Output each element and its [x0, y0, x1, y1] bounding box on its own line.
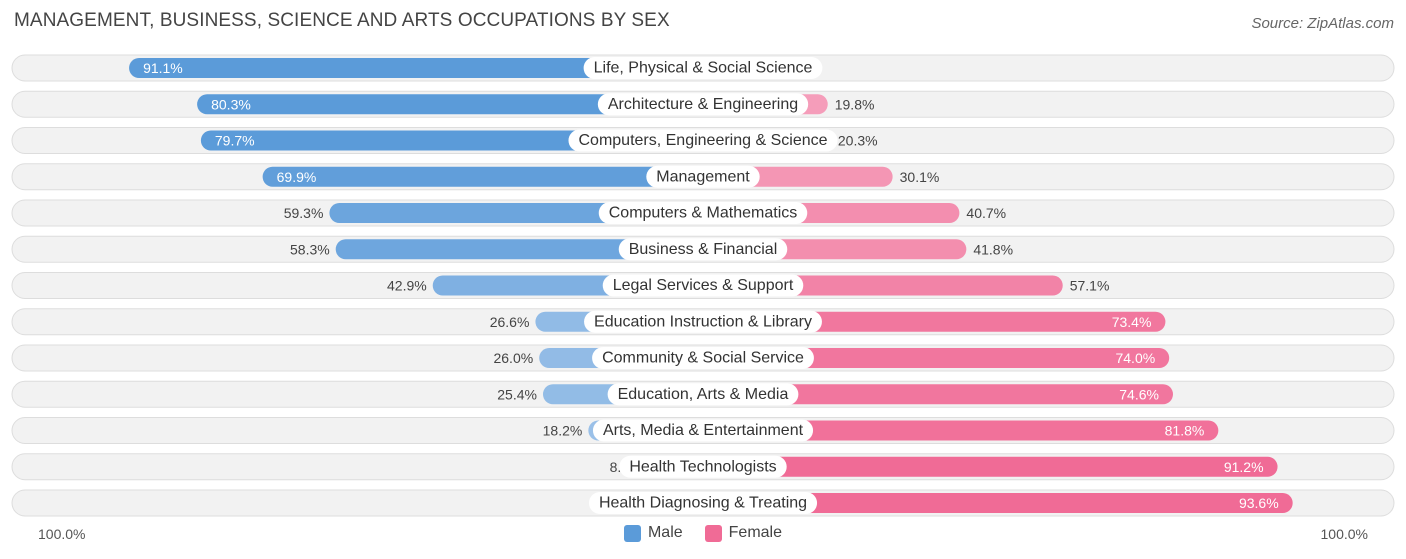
category-pill-health-diagnosing-treating — [588, 492, 818, 514]
legend-label-male: Male — [647, 524, 683, 541]
female-value-label-business-financial: 41.8% — [973, 241, 1013, 257]
female-bar-health-technologists — [703, 456, 1278, 477]
source-credit: Source: ZipAtlas.com — [1251, 15, 1394, 32]
female-bar-education-arts-media — [703, 384, 1173, 405]
category-label-business-financial: Business & Financial — [629, 241, 778, 258]
male-value-label-computers-engineering-science: 79.7% — [215, 133, 255, 149]
chart-title: MANAGEMENT, BUSINESS, SCIENCE AND ARTS O… — [14, 10, 670, 31]
category-label-arts-media-entertainment: Arts, Media & Entertainment — [603, 422, 804, 439]
legend-swatch-male — [623, 524, 641, 542]
female-value-label-computers-engineering-science: 20.3% — [838, 133, 878, 149]
male-value-label-legal-services-support: 42.9% — [387, 278, 427, 294]
category-label-life-physical-social-science: Life, Physical & Social Science — [594, 60, 813, 77]
female-bar-health-diagnosing-treating — [703, 493, 1293, 513]
category-pill-legal-services-support — [602, 274, 804, 297]
category-pill-business-financial — [618, 238, 788, 261]
female-value-label-arts-media-entertainment: 81.8% — [1165, 423, 1205, 439]
category-label-health-diagnosing-treating: Health Diagnosing & Treating — [599, 495, 807, 512]
legend-swatch-female — [704, 524, 722, 542]
male-bar-business-financial — [335, 239, 703, 260]
male-value-label-business-financial: 58.3% — [290, 241, 330, 257]
female-value-label-health-diagnosing-treating: 93.6% — [1239, 495, 1279, 511]
category-pill-management — [646, 165, 760, 188]
category-label-education-arts-media: Education, Arts & Media — [618, 386, 789, 403]
category-label-computers-mathematics: Computers & Mathematics — [609, 205, 798, 222]
category-pill-life-physical-social-science — [583, 57, 823, 79]
category-pill-health-technologists — [619, 455, 787, 478]
female-value-label-health-technologists: 91.2% — [1224, 459, 1264, 475]
category-pill-education-arts-media — [607, 383, 799, 406]
axis-right-label: 100.0% — [1320, 526, 1368, 542]
legend-label-female: Female — [728, 524, 783, 541]
category-label-legal-services-support: Legal Services & Support — [613, 277, 794, 294]
category-label-computers-engineering-science: Computers, Engineering & Science — [578, 132, 827, 149]
category-label-management: Management — [656, 168, 750, 185]
category-pill-arts-media-entertainment — [592, 419, 814, 442]
male-value-label-computers-mathematics: 59.3% — [284, 205, 324, 221]
male-bar-management — [262, 166, 703, 187]
female-value-label-management: 30.1% — [900, 169, 940, 185]
female-value-label-legal-services-support: 57.1% — [1070, 278, 1110, 294]
male-value-label-community-social-service: 26.0% — [493, 350, 533, 366]
category-pill-architecture-engineering — [597, 93, 809, 116]
category-label-architecture-engineering: Architecture & Engineering — [608, 96, 798, 113]
male-bar-life-physical-social-science — [129, 58, 703, 78]
category-label-community-social-service: Community & Social Service — [602, 350, 804, 367]
male-value-label-education-instruction-library: 26.6% — [490, 314, 530, 330]
female-bar-arts-media-entertainment — [703, 420, 1219, 441]
category-label-education-instruction-library: Education Instruction & Library — [594, 313, 812, 330]
male-bar-architecture-engineering — [197, 94, 704, 115]
female-value-label-computers-mathematics: 40.7% — [966, 205, 1006, 221]
category-pill-computers-engineering-science — [568, 129, 838, 152]
legend-item-female: Female — [704, 524, 783, 542]
female-value-label-education-instruction-library: 73.4% — [1112, 314, 1152, 330]
male-value-label-management: 69.9% — [277, 169, 317, 185]
female-value-label-community-social-service: 74.0% — [1115, 350, 1155, 366]
male-value-label-education-arts-media: 25.4% — [497, 386, 537, 402]
female-value-label-architecture-engineering: 19.8% — [835, 96, 875, 112]
legend-item-male: Male — [623, 524, 683, 542]
category-pill-computers-mathematics — [598, 202, 808, 224]
female-bar-community-social-service — [703, 348, 1170, 368]
axis-left-label: 100.0% — [38, 526, 86, 542]
category-pill-community-social-service — [592, 347, 814, 369]
legend: Male Female — [0, 524, 1406, 542]
female-value-label-education-arts-media: 74.6% — [1119, 386, 1159, 402]
category-pill-education-instruction-library — [584, 310, 822, 333]
male-value-label-architecture-engineering: 80.3% — [211, 96, 251, 112]
male-value-label-life-physical-social-science: 91.1% — [143, 60, 183, 76]
category-label-health-technologists: Health Technologists — [629, 458, 776, 475]
male-value-label-arts-media-entertainment: 18.2% — [543, 423, 583, 439]
